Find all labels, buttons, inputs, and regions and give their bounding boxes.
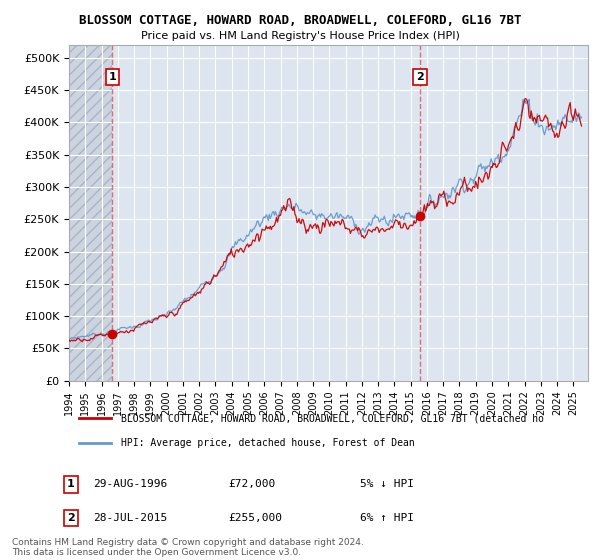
Text: 2: 2 (67, 513, 74, 523)
Text: HPI: Average price, detached house, Forest of Dean: HPI: Average price, detached house, Fore… (121, 438, 415, 448)
Text: Price paid vs. HM Land Registry's House Price Index (HPI): Price paid vs. HM Land Registry's House … (140, 31, 460, 41)
Bar (112, 45, 420, 381)
Text: BLOSSOM COTTAGE, HOWARD ROAD, BROADWELL, COLEFORD, GL16 7BT: BLOSSOM COTTAGE, HOWARD ROAD, BROADWELL,… (79, 14, 521, 27)
Text: 5% ↓ HPI: 5% ↓ HPI (360, 479, 414, 489)
Text: 28-JUL-2015: 28-JUL-2015 (93, 513, 167, 523)
Text: 29-AUG-1996: 29-AUG-1996 (93, 479, 167, 489)
Text: £72,000: £72,000 (228, 479, 275, 489)
Text: 1: 1 (67, 479, 74, 489)
Text: Contains HM Land Registry data © Crown copyright and database right 2024.
This d: Contains HM Land Registry data © Crown c… (12, 538, 364, 557)
Text: £255,000: £255,000 (228, 513, 282, 523)
Text: BLOSSOM COTTAGE, HOWARD ROAD, BROADWELL, COLEFORD, GL16 7BT (detached ho: BLOSSOM COTTAGE, HOWARD ROAD, BROADWELL,… (121, 413, 544, 423)
Text: 6% ↑ HPI: 6% ↑ HPI (360, 513, 414, 523)
Text: 2: 2 (416, 72, 424, 82)
Text: 1: 1 (109, 72, 116, 82)
Bar (69, 45, 112, 381)
Bar (420, 45, 588, 381)
